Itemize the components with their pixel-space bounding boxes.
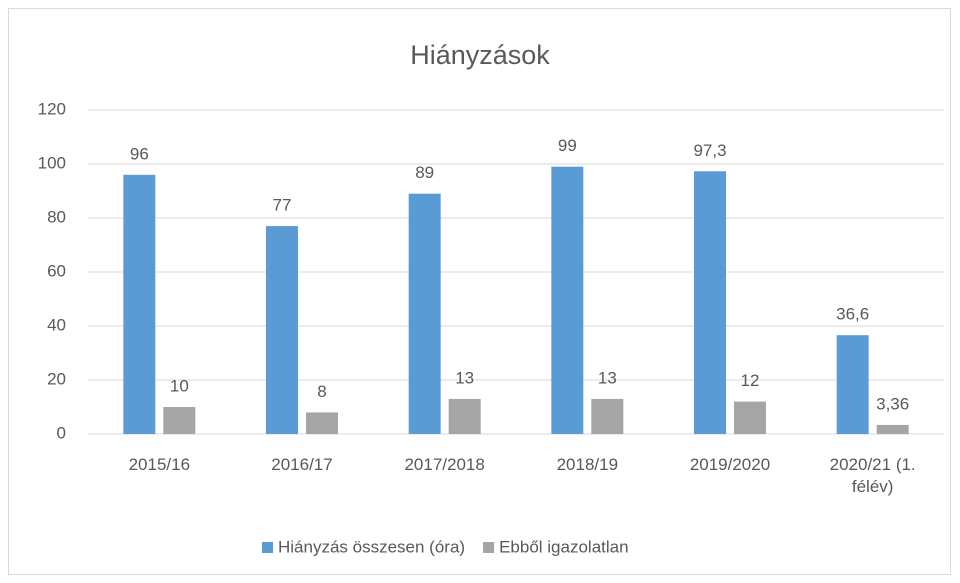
x-tick-label: 2020/21 (1. félév) bbox=[829, 455, 916, 496]
y-tick-label: 100 bbox=[38, 153, 66, 172]
y-tick-label: 120 bbox=[38, 99, 66, 118]
bar bbox=[876, 424, 909, 434]
bar bbox=[551, 166, 584, 434]
y-tick-label: 60 bbox=[47, 261, 66, 280]
bar bbox=[836, 335, 869, 434]
data-label: 8 bbox=[317, 382, 326, 401]
data-label: 89 bbox=[415, 163, 434, 182]
legend-swatch bbox=[483, 542, 495, 553]
data-label: 99 bbox=[558, 136, 577, 155]
bar bbox=[734, 401, 766, 434]
bar bbox=[694, 171, 726, 435]
y-tick-label: 0 bbox=[57, 423, 66, 442]
chart-title: Hiányzások bbox=[410, 40, 550, 70]
data-label: 96 bbox=[130, 144, 149, 163]
bar bbox=[591, 398, 624, 434]
bar bbox=[163, 407, 196, 434]
x-tick-label: 2018/19 bbox=[556, 455, 619, 474]
legend-label: Hiányzás összesen (óra) bbox=[278, 537, 465, 556]
x-tick-label: 2015/16 bbox=[128, 455, 191, 474]
legend-swatch bbox=[262, 542, 273, 553]
data-label: 13 bbox=[455, 368, 474, 387]
bar bbox=[123, 174, 156, 435]
data-label: 13 bbox=[598, 368, 617, 387]
data-label: 12 bbox=[741, 371, 760, 390]
y-tick-label: 40 bbox=[47, 315, 66, 334]
y-tick-label: 20 bbox=[47, 369, 66, 388]
data-label: 36,6 bbox=[836, 305, 869, 324]
x-tick-label: 2016/17 bbox=[271, 455, 333, 474]
data-label: 77 bbox=[273, 196, 292, 215]
x-tick-label: 2017/2018 bbox=[404, 455, 485, 474]
data-label: 3,36 bbox=[876, 394, 909, 413]
data-label: 97,3 bbox=[693, 141, 726, 160]
bar bbox=[408, 193, 441, 434]
x-tick-label: 2019/2020 bbox=[689, 455, 771, 474]
bar bbox=[448, 398, 481, 434]
y-tick-label: 80 bbox=[47, 207, 66, 226]
legend-label: Ebből igazolatlan bbox=[499, 537, 628, 556]
chart-frame bbox=[8, 8, 951, 575]
bar bbox=[266, 226, 298, 434]
data-label: 10 bbox=[170, 376, 189, 395]
bar bbox=[306, 412, 338, 434]
